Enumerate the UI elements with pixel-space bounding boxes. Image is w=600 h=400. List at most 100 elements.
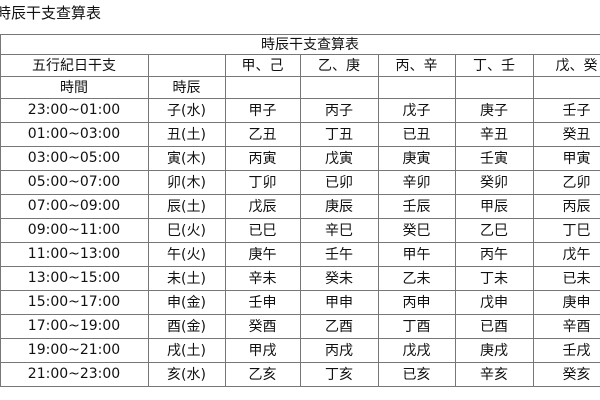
table-cell: 卯(木): [167, 175, 206, 191]
col-line: [455, 54, 456, 386]
row-line: [0, 386, 600, 387]
table-cell: 乙亥: [248, 367, 277, 383]
header-cell: 丁、壬: [473, 58, 515, 74]
table-cell: 已亥: [402, 367, 431, 383]
table-cell: 庚申: [562, 295, 591, 311]
table-cell: 壬子: [562, 103, 591, 119]
table-cell: 丁未: [480, 271, 508, 287]
col-line: [378, 54, 379, 386]
header-cell: 甲、己: [241, 58, 284, 74]
table-cell: 午(火): [167, 247, 206, 263]
table-cell: 辰(土): [167, 199, 206, 215]
col-line: [300, 54, 301, 386]
subheader-cell: 時辰: [172, 80, 201, 96]
col-line: [225, 54, 226, 386]
table-cell: 丙午: [480, 247, 508, 263]
table-cell: 壬寅: [480, 151, 508, 167]
table-cell: 已未: [562, 271, 591, 287]
table-cell: 戌(土): [167, 343, 206, 359]
table-cell: 癸卯: [480, 175, 508, 191]
table-cell: 甲戌: [248, 343, 277, 359]
header-cell: 戊、癸: [555, 58, 598, 74]
table-cell: 申(金): [167, 295, 206, 311]
table-cell: 癸巳: [402, 223, 431, 239]
table-cell: 已卯: [325, 175, 353, 191]
table-cell: 已丑: [402, 127, 431, 143]
table-cell: 壬戌: [562, 343, 591, 359]
table-cell: 亥(水): [167, 367, 206, 383]
table-cell: 戊辰: [248, 199, 277, 215]
table-cell: 15:00~17:00: [27, 294, 121, 310]
table-cell: 癸酉: [248, 319, 277, 335]
table-cell: 17:00~19:00: [27, 318, 121, 334]
table-cell: 巳(火): [167, 223, 206, 239]
table-cell: 05:00~07:00: [27, 174, 121, 190]
table-cell: 庚午: [248, 247, 277, 263]
table-cell: 庚寅: [402, 151, 431, 167]
table-cell: 乙未: [402, 271, 431, 287]
table-cell: 戊寅: [325, 151, 353, 167]
table-cell: 壬申: [248, 295, 277, 311]
table-cell: 23:00~01:00: [27, 102, 121, 118]
table-cell: 辛巳: [325, 223, 353, 239]
table-cell: 癸亥: [562, 367, 591, 383]
table-cell: 乙卯: [562, 175, 591, 191]
table-cell: 丙戌: [325, 343, 353, 359]
table-cell: 辛未: [248, 271, 277, 287]
table-cell: 甲子: [248, 103, 277, 119]
table-cell: 辛卯: [402, 175, 431, 191]
table-cell: 戊申: [480, 295, 508, 311]
table-cell: 辛丑: [480, 127, 508, 143]
row-line: [0, 34, 600, 35]
table-cell: 丁丑: [325, 127, 353, 143]
table-cell: 戊子: [402, 103, 431, 119]
table-cell: 辛亥: [480, 367, 508, 383]
table-cell: 壬午: [325, 247, 353, 263]
table-cell: 庚辰: [325, 199, 353, 215]
table-cell: 庚戌: [480, 343, 508, 359]
table-cell: 09:00~11:00: [27, 222, 121, 238]
subheader-cell: 時間: [60, 80, 88, 96]
col-line: [0, 34, 1, 386]
table-cell: 癸丑: [562, 127, 591, 143]
table-cell: 19:00~21:00: [27, 342, 121, 358]
table-cell: 乙丑: [248, 127, 277, 143]
table-cell: 甲辰: [480, 199, 508, 215]
table-cell: 13:00~15:00: [27, 270, 121, 286]
table-cell: 子(水): [167, 103, 206, 119]
table-cell: 丁卯: [248, 175, 277, 191]
table-title: 時辰干支查算表: [261, 37, 359, 53]
header-cell: 丙、辛: [395, 58, 438, 74]
table-cell: 已巳: [248, 223, 277, 239]
table-cell: 11:00~13:00: [27, 246, 121, 262]
col-line: [148, 54, 149, 386]
table-cell: 戊戌: [402, 343, 431, 359]
table-cell: 甲午: [402, 247, 431, 263]
table-cell: 癸未: [325, 271, 353, 287]
table-cell: 辛酉: [562, 319, 591, 335]
table-cell: 21:00~23:00: [27, 366, 121, 382]
table-cell: 寅(木): [167, 151, 206, 167]
table-cell: 乙巳: [480, 223, 508, 239]
table-cell: 丙辰: [562, 199, 591, 215]
table-cell: 甲申: [325, 295, 353, 311]
table-cell: 03:00~05:00: [27, 150, 121, 166]
col-line: [533, 54, 534, 386]
table-cell: 未(土): [167, 271, 206, 287]
table-cell: 丁酉: [402, 319, 431, 335]
table-cell: 庚子: [480, 103, 508, 119]
table-cell: 酉(金): [167, 319, 206, 335]
table-cell: 壬辰: [402, 199, 431, 215]
table-cell: 01:00~03:00: [27, 126, 121, 142]
header-cell: 五行紀日干支: [32, 58, 116, 74]
table-cell: 丙申: [402, 295, 431, 311]
table-cell: 丁亥: [325, 367, 353, 383]
table-cell: 甲寅: [562, 151, 591, 167]
caption: 時辰干支查算表: [0, 4, 102, 22]
header-cell: 乙、庚: [318, 58, 360, 74]
table-cell: 乙酉: [325, 319, 353, 335]
table-cell: 丙子: [325, 103, 353, 119]
table-cell: 丁巳: [562, 223, 591, 239]
table-cell: 戊午: [562, 247, 591, 263]
